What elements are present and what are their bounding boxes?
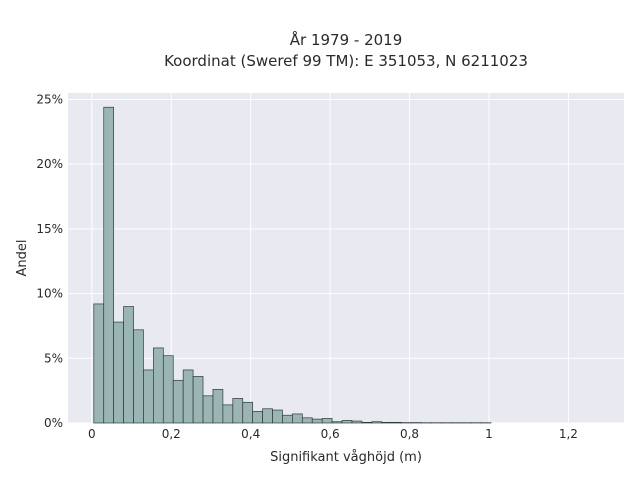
histogram-bar xyxy=(103,106,115,424)
histogram-bar xyxy=(331,421,343,424)
histogram-bar xyxy=(192,376,204,424)
y-tick-label: 5% xyxy=(44,351,63,365)
histogram-bar xyxy=(272,409,283,424)
histogram-bar xyxy=(341,420,353,424)
histogram-bar xyxy=(381,422,393,424)
x-tick-label: 0,6 xyxy=(321,427,340,441)
x-tick-label: 0 xyxy=(88,427,96,441)
histogram-bar xyxy=(282,414,293,424)
histogram-bar xyxy=(182,369,194,424)
y-tick-label: 10% xyxy=(36,287,63,301)
x-tick-label: 0,4 xyxy=(241,427,260,441)
histogram-bar xyxy=(133,329,144,424)
bars-layer xyxy=(93,106,492,424)
histogram-bar xyxy=(153,347,164,424)
histogram-bar xyxy=(242,401,254,424)
histogram-bar xyxy=(252,411,263,424)
chart-title-line-1: År 1979 - 2019 xyxy=(290,30,403,49)
histogram-bar xyxy=(262,408,273,424)
histogram-bar xyxy=(361,422,373,424)
y-axis-ticks: 0% 5% 10% 15% 20% 25% xyxy=(36,92,63,430)
histogram-bar xyxy=(301,417,313,424)
x-tick-label: 1 xyxy=(485,427,493,441)
chart-title-line-2: Koordinat (Sweref 99 TM): E 351053, N 62… xyxy=(164,52,528,70)
histogram-bar xyxy=(172,379,184,424)
y-tick-label: 25% xyxy=(36,92,63,106)
y-axis-label: Andel xyxy=(15,240,30,277)
x-tick-label: 0,8 xyxy=(400,427,419,441)
histogram-bar xyxy=(143,369,154,424)
histogram-bar xyxy=(222,404,234,424)
histogram-bar xyxy=(212,389,224,424)
y-tick-label: 20% xyxy=(36,157,63,171)
histogram-bar xyxy=(321,418,333,424)
histogram-bar xyxy=(93,303,105,424)
histogram-bar xyxy=(351,420,363,424)
histogram-bar xyxy=(391,422,402,424)
histogram-bar xyxy=(202,395,214,424)
histogram-bar xyxy=(123,306,134,424)
histogram-bar xyxy=(311,418,323,424)
histogram-bar xyxy=(292,413,303,424)
histogram-bar xyxy=(162,355,174,424)
x-axis-ticks: 0 0,2 0,4 0,6 0,8 1 1,2 xyxy=(88,427,578,441)
histogram-bar xyxy=(113,321,124,424)
x-tick-label: 0,2 xyxy=(162,427,181,441)
x-axis-label: Signifikant våghöjd (m) xyxy=(270,450,422,465)
x-tick-label: 1,2 xyxy=(559,427,578,441)
histogram-bar xyxy=(232,398,244,424)
y-tick-label: 15% xyxy=(36,222,63,236)
histogram-bar xyxy=(371,421,383,424)
y-tick-label: 0% xyxy=(44,416,63,430)
